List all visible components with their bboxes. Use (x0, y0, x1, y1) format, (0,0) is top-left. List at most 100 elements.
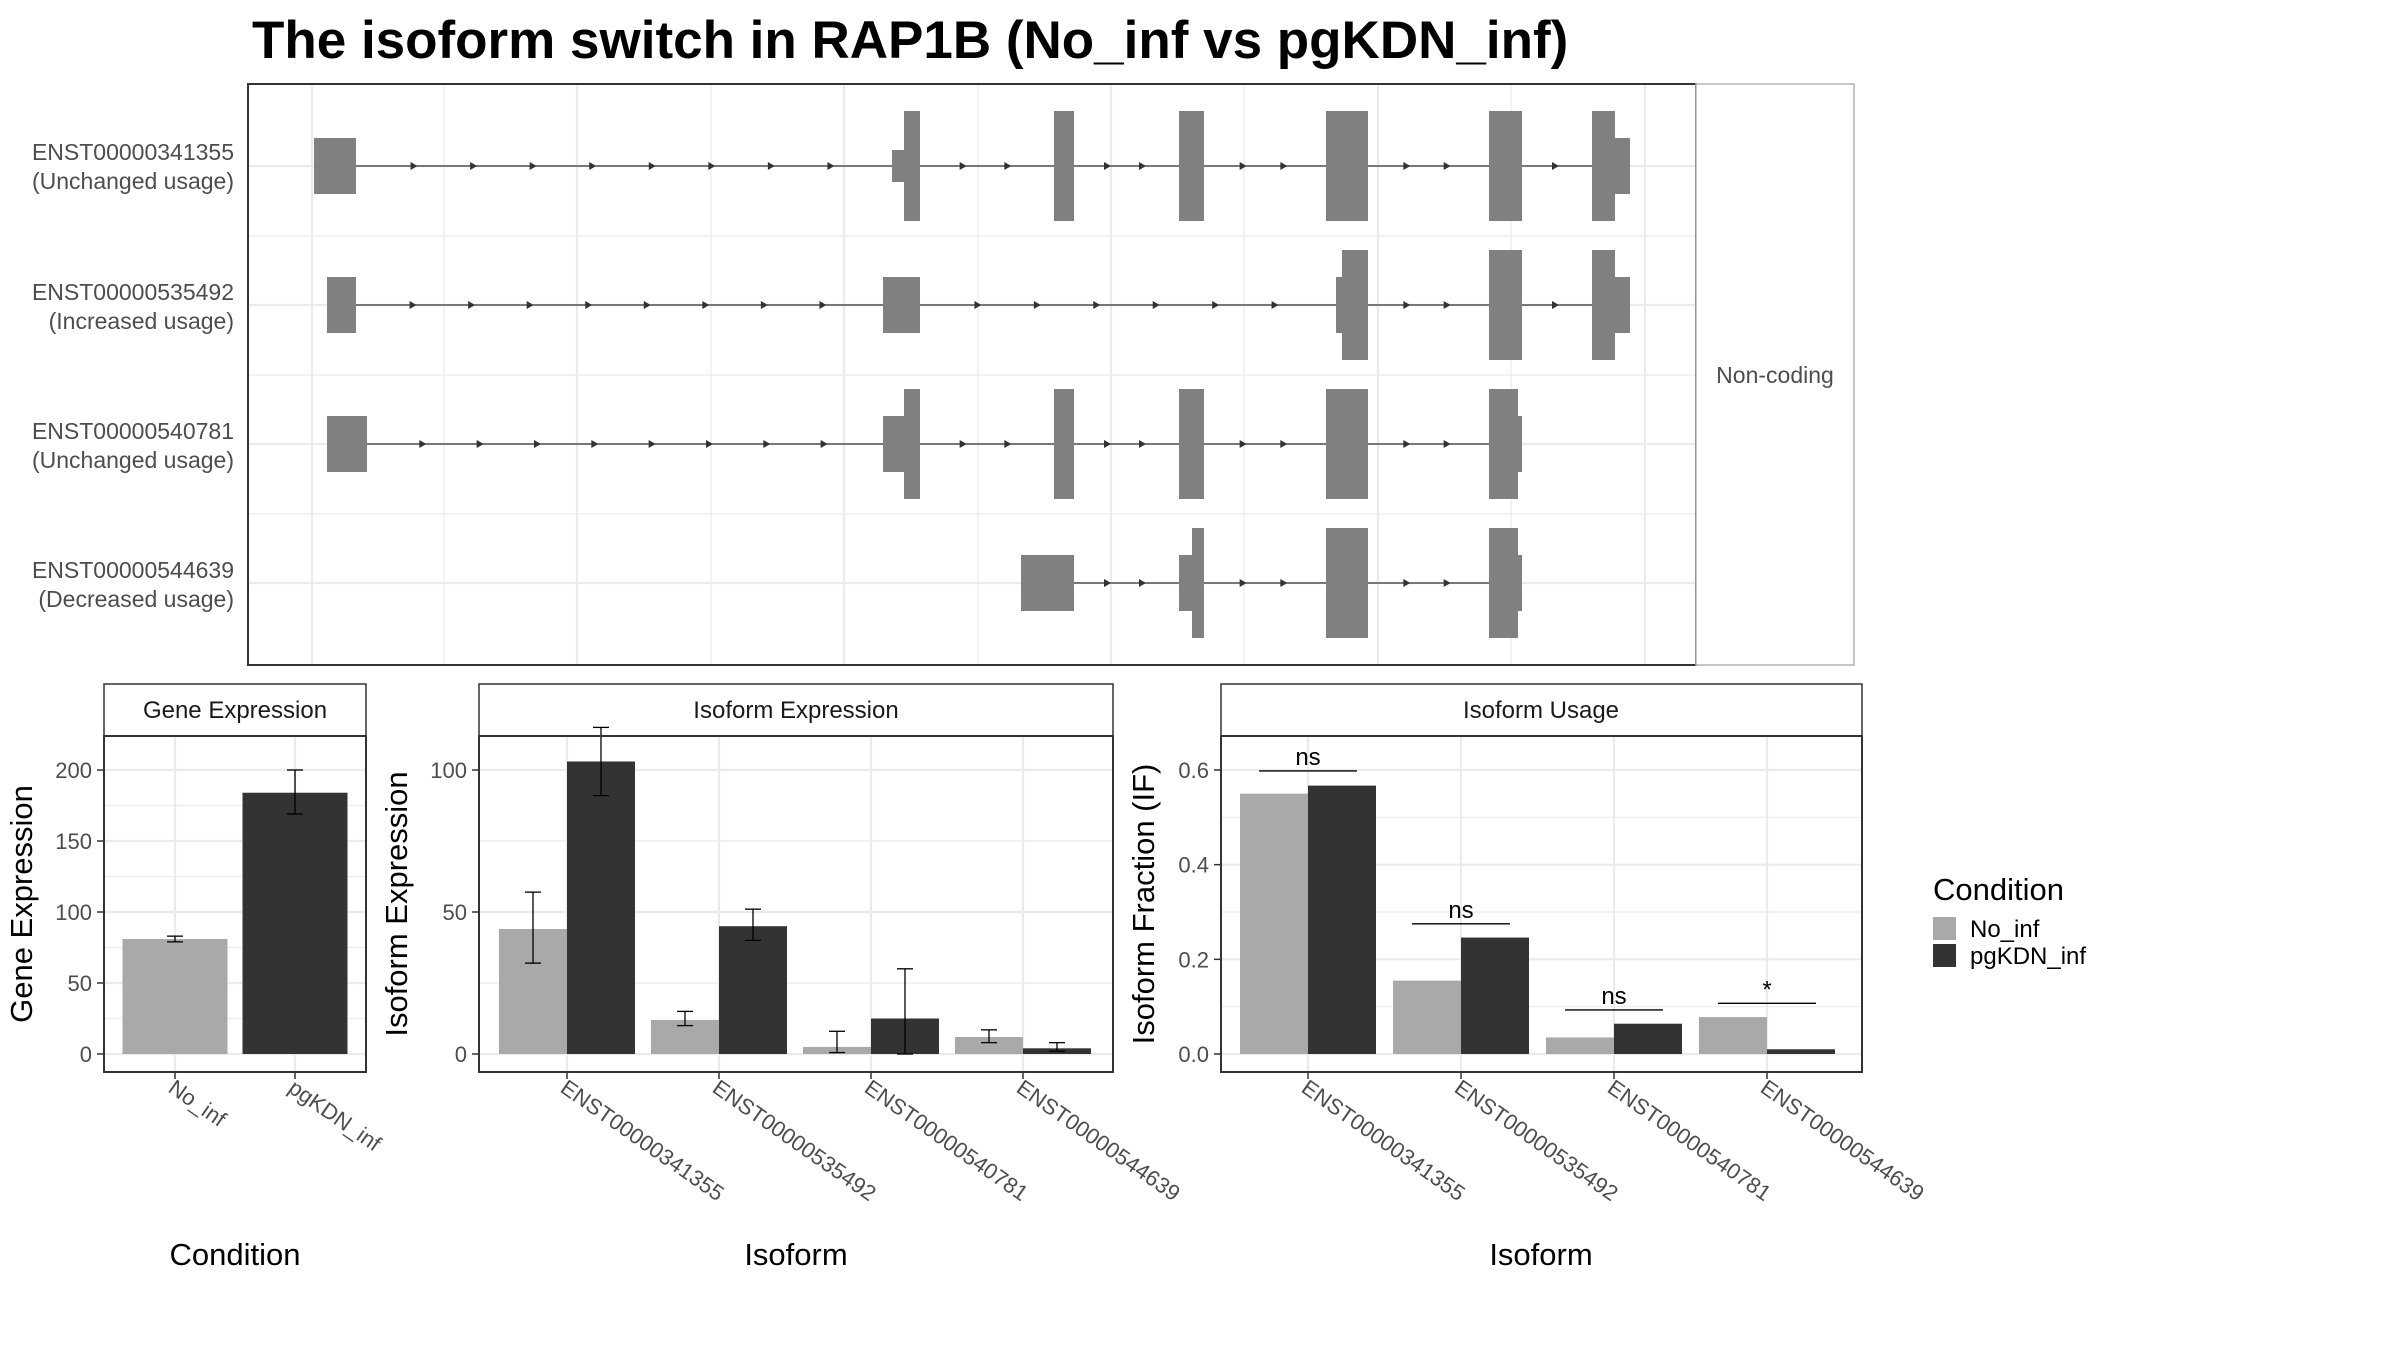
exon-block (1021, 555, 1074, 611)
significance-label: ns (1295, 744, 1320, 771)
y-tick-label: 100 (55, 900, 92, 925)
transcript-usage-label: (Unchanged usage) (32, 168, 234, 194)
strand-arrow-icon (819, 301, 827, 309)
significance-label: ns (1448, 897, 1473, 924)
bar-no-inf (955, 1036, 1023, 1054)
exon-block (1326, 528, 1368, 638)
strand-arrow-icon (1033, 301, 1041, 309)
strand-arrow-icon (702, 301, 710, 309)
transcript-usage-label: (Decreased usage) (38, 586, 234, 612)
exon-block (327, 416, 367, 472)
panel-title: Isoform Expression (693, 697, 898, 724)
transcript-track-1 (314, 111, 1630, 221)
x-tick-label: ENST00000535492 (1450, 1075, 1623, 1206)
legend-label-pgkdn-inf: pgKDN_inf (1970, 943, 2086, 970)
transcript-track-4 (1021, 528, 1522, 638)
exon-block (904, 111, 920, 221)
isoform-expression-panel: Isoform Expression Isoform Isoform Expre… (379, 683, 1185, 1272)
exon-block (327, 277, 356, 333)
x-tick-label: ENST00000341355 (1297, 1075, 1470, 1206)
strand-arrow-icon (1271, 301, 1279, 309)
strand-arrow-icon (760, 301, 768, 309)
bar-pgkdn-inf (719, 926, 787, 1054)
bar-pgkdn-inf (1614, 1023, 1682, 1054)
panel-strip (1220, 683, 1863, 737)
legend: Condition No_inf pgKDN_inf (1933, 872, 2086, 970)
y-tick-label: 0.6 (1178, 758, 1209, 783)
strand-arrow-icon (1139, 162, 1146, 170)
x-tick-label: ENST00000544639 (1756, 1075, 1929, 1206)
bar (122, 938, 228, 1054)
bar-no-inf (1240, 793, 1308, 1054)
exon-block (883, 416, 904, 472)
exon-block (1518, 555, 1522, 611)
exon-block (1592, 111, 1615, 221)
exon-block (883, 277, 920, 333)
panel-strip (103, 683, 367, 737)
panel-title: Isoform Usage (1463, 697, 1619, 724)
strand-arrow-icon (1004, 162, 1012, 170)
strand-arrow-icon (1403, 301, 1411, 309)
strand-arrow-icon (1093, 301, 1101, 309)
strand-arrow-icon (1139, 440, 1146, 448)
strand-arrow-icon (974, 301, 982, 309)
strand-arrow-icon (1152, 301, 1160, 309)
strand-arrow-icon (827, 162, 835, 170)
y-axis-title: Isoform Expression (379, 771, 414, 1036)
significance-label: * (1762, 976, 1771, 1003)
exon-block (1489, 250, 1522, 360)
strand-arrow-icon (1403, 162, 1411, 170)
bar-no-inf (1699, 1017, 1767, 1054)
plot-area: ns ns ns * (1222, 737, 1861, 1071)
exon-block (1592, 250, 1615, 360)
facet-label-noncoding: Non-coding (1716, 362, 1834, 388)
y-tick-label: 200 (55, 758, 92, 783)
y-axis-title: Isoform Fraction (IF) (1126, 764, 1161, 1045)
strand-arrow-icon (1403, 440, 1411, 448)
strand-arrow-icon (1443, 162, 1451, 170)
strand-arrow-icon (763, 440, 771, 448)
x-tick-label: ENST00000544639 (1012, 1075, 1185, 1206)
bar (242, 792, 348, 1054)
transcript-track-2 (327, 250, 1630, 360)
exon-block (1054, 111, 1074, 221)
exon-block (314, 138, 356, 194)
y-tick-label: 100 (430, 758, 467, 783)
y-tick-label: 0.0 (1178, 1042, 1209, 1067)
strand-arrow-icon (1280, 440, 1288, 448)
x-tick-label: ENST00000535492 (708, 1075, 881, 1206)
strand-arrow-icon (534, 440, 541, 448)
strand-arrow-icon (1104, 162, 1111, 170)
strand-arrow-icon (1443, 440, 1451, 448)
exon-block (1192, 528, 1204, 638)
exon-block (1489, 528, 1518, 638)
legend-swatch-pgkdn-inf (1933, 944, 1956, 967)
x-tick-label: ENST00000341355 (556, 1075, 729, 1206)
x-axis-title: Isoform (744, 1237, 847, 1272)
y-tick-label: 0 (80, 1042, 92, 1067)
legend-swatch-no-inf (1933, 917, 1956, 940)
transcript-usage-label: (Increased usage) (49, 308, 234, 334)
strand-arrow-icon (468, 301, 476, 309)
exon-block (1336, 277, 1342, 333)
bar-no-inf (1393, 980, 1461, 1054)
transcript-structure-panel: Non-coding ENST00000341355 (Unchanged us… (32, 83, 1855, 666)
significance-label: ns (1601, 983, 1626, 1010)
strand-arrow-icon (1443, 301, 1451, 309)
plot-area (105, 737, 365, 1071)
strand-arrow-icon (643, 301, 651, 309)
strand-arrow-icon (529, 162, 537, 170)
figure-title: The isoform switch in RAP1B (No_inf vs p… (252, 11, 1568, 70)
strand-arrow-icon (648, 162, 656, 170)
bar-no-inf (1546, 1037, 1614, 1054)
x-tick-label: ENST00000540781 (1603, 1075, 1776, 1206)
strand-arrow-icon (419, 440, 427, 448)
strand-arrow-icon (1139, 579, 1146, 587)
gene-expression-panel: Gene Expression Condition Gene Expressio… (4, 683, 386, 1272)
transcript-usage-label: (Unchanged usage) (32, 447, 234, 473)
exon-block (1054, 389, 1074, 499)
strand-arrow-icon (470, 162, 478, 170)
isoform-usage-panel: Isoform Usage ns ns ns * Isoform Isoform Fr… (1126, 683, 1929, 1272)
y-tick-label: 0.4 (1178, 853, 1209, 878)
legend-label-no-inf: No_inf (1970, 916, 2040, 943)
